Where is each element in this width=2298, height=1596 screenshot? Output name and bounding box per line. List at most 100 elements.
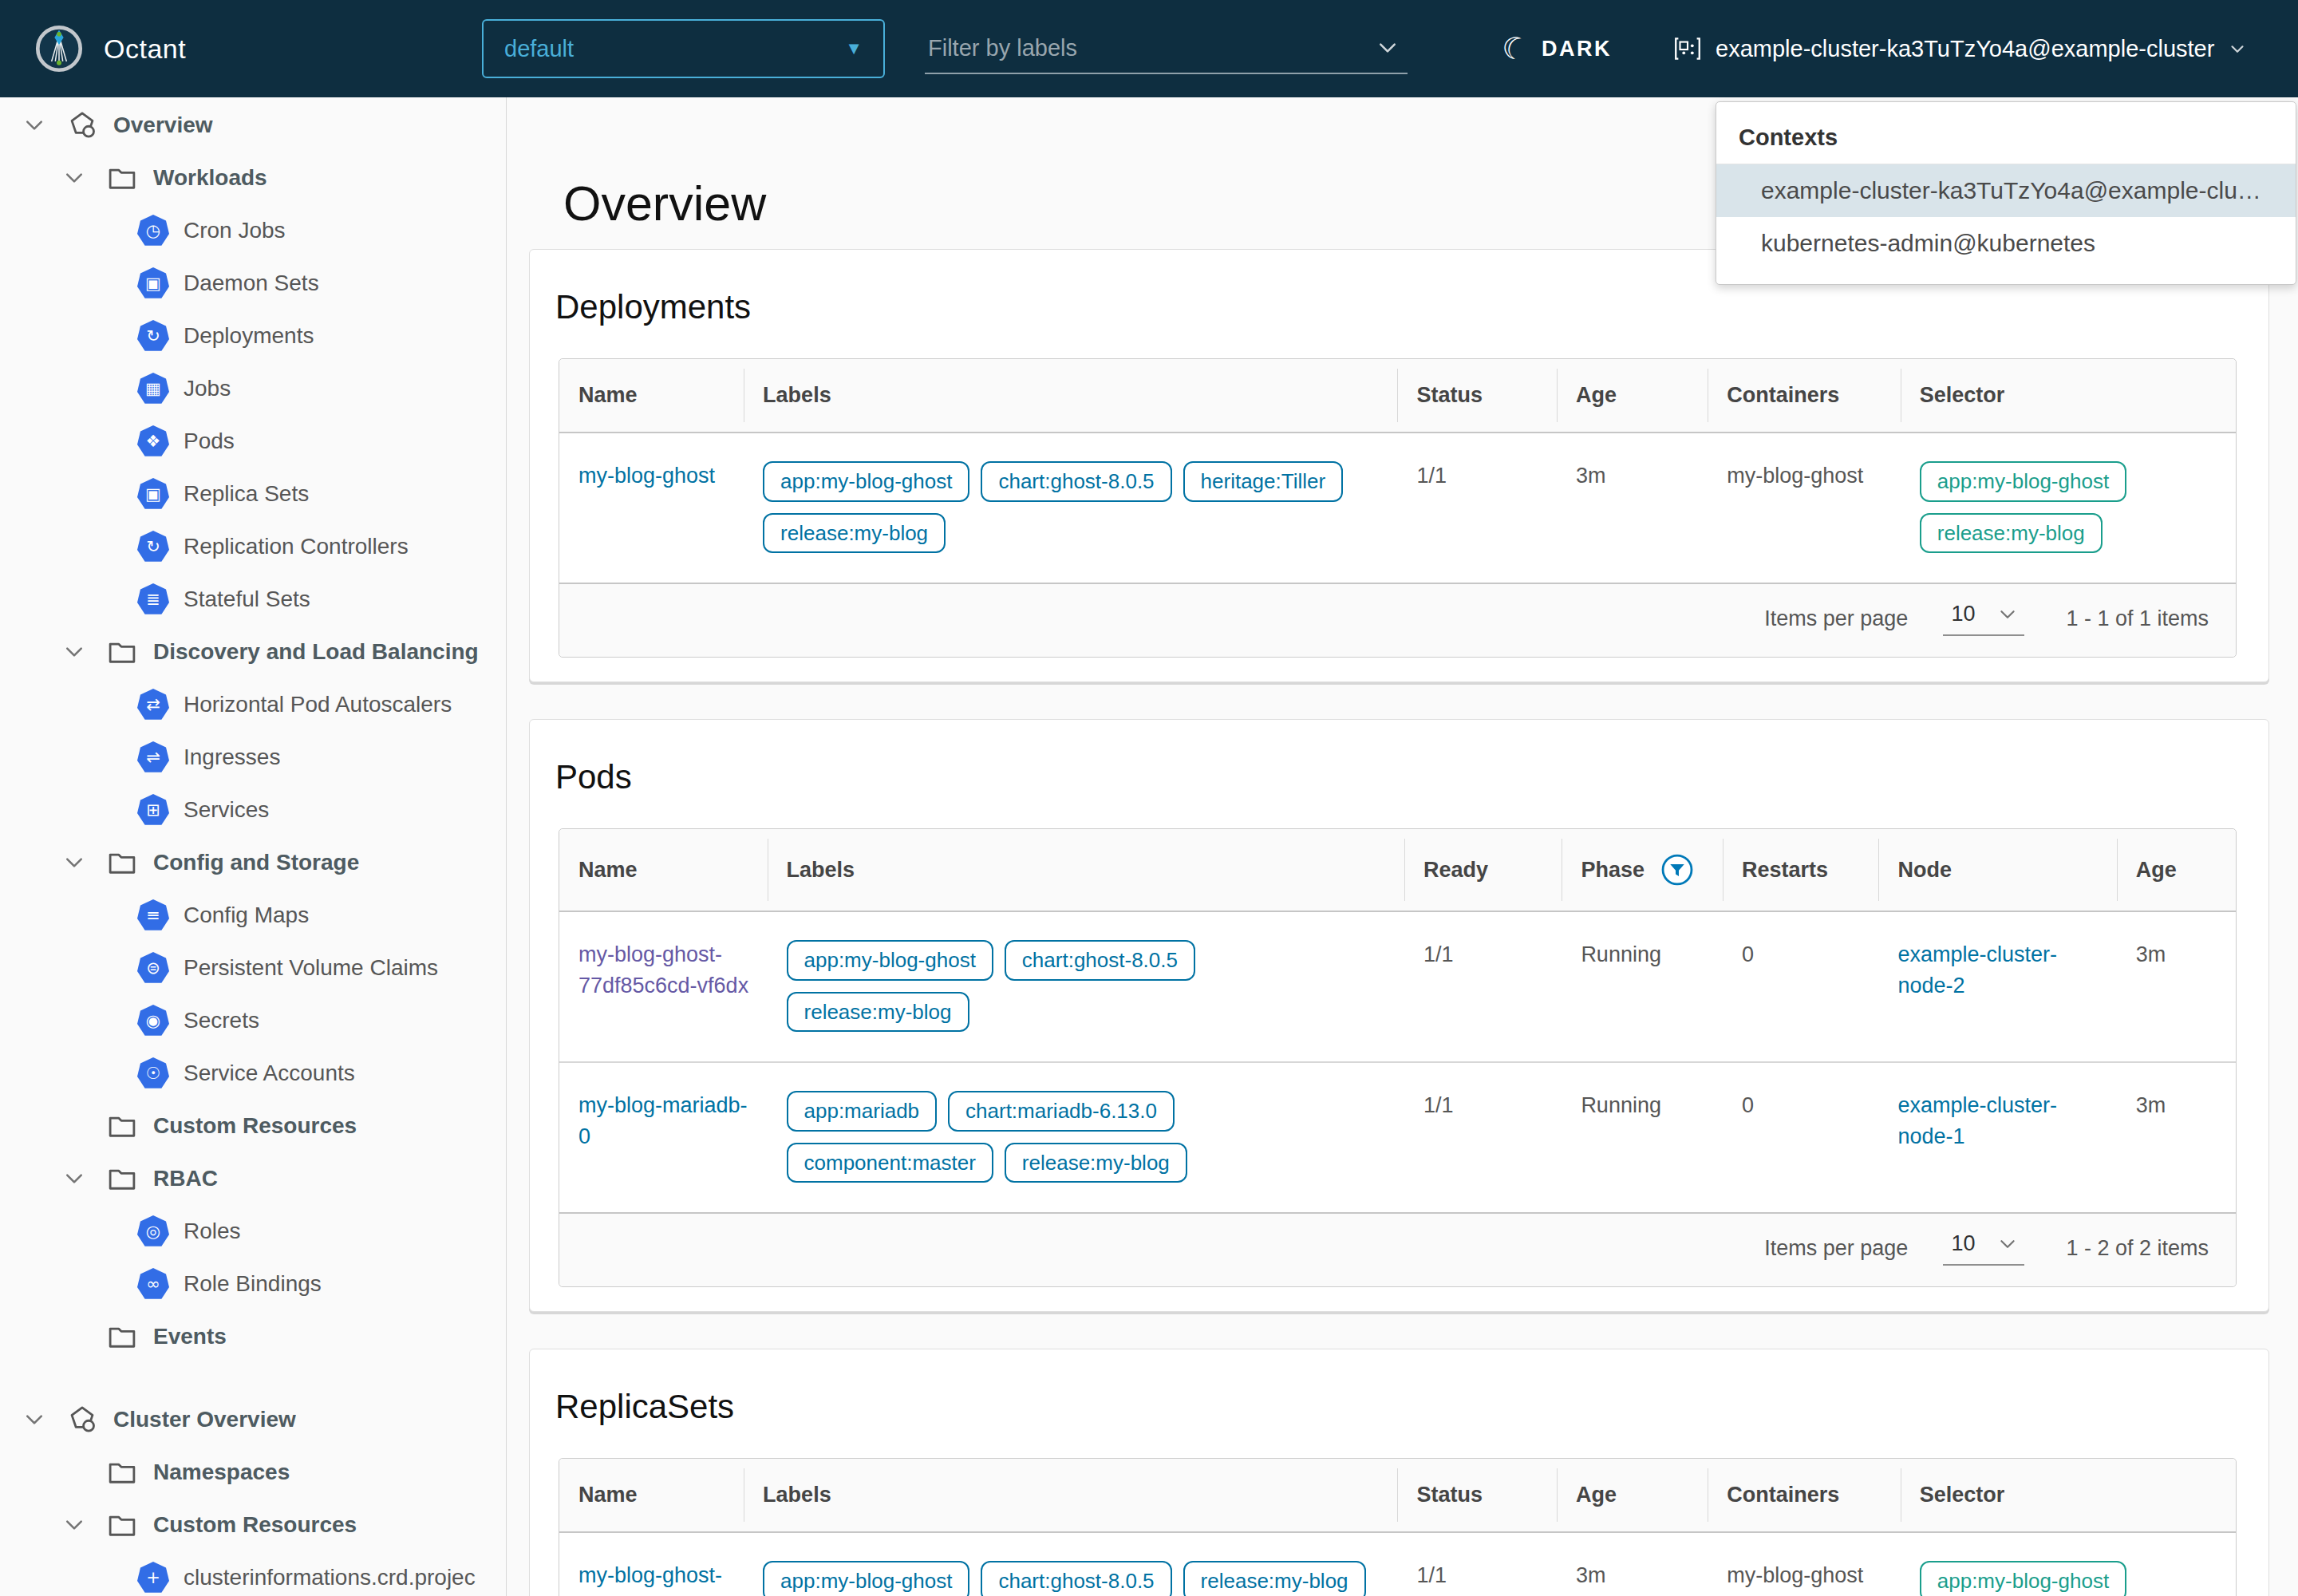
cluster-icon [1672,34,1703,64]
sidebar-item-custom-resources[interactable]: Custom Resources [0,1499,506,1551]
sidebar-item-label: Horizontal Pod Autoscalers [184,692,452,717]
filter-labels-input[interactable]: Filter by labels [925,23,1408,74]
cell-age: 3m [1557,452,1708,492]
sidebar-item-config-maps[interactable]: ≡Config Maps [0,889,506,942]
labels-pill: heritage:Tiller [1183,461,1344,502]
sidebar-item-service-accounts[interactable]: ☉Service Accounts [0,1047,506,1100]
app-title: Octant [104,34,186,65]
section-title-replicasets: ReplicaSets [554,1373,2237,1458]
context-switcher[interactable]: example-cluster-ka3TuTzYo4a@example-clus… [1672,34,2248,64]
sidebar-item-label: Custom Resources [153,1113,357,1139]
labels-pill: chart:ghost-8.0.5 [981,1561,1171,1596]
cell-age: 3m [2117,931,2236,970]
sidebar-item-workloads[interactable]: Workloads [0,152,506,204]
column-header-labels: Labels [768,829,1404,911]
folder-icon [105,635,139,669]
section-card-replicasets: ReplicaSetsNameLabelsStatusAgeContainers… [529,1349,2269,1596]
daemonset-icon: ▣ [137,267,169,299]
name-link[interactable]: my-blog-ghost-77df85c6cd [578,1563,722,1596]
sidebar-item-discovery-and-load-balancing[interactable]: Discovery and Load Balancing [0,626,506,678]
name-link[interactable]: my-blog-ghost [578,464,715,488]
cell-phase: Running [1562,931,1723,970]
sidebar-item-ingresses[interactable]: ⇌Ingresses [0,731,506,784]
sidebar-item-secrets[interactable]: ◉Secrets [0,994,506,1047]
sidebar-item-rbac[interactable]: RBAC [0,1152,506,1205]
sidebar-item-clusterinformations-crd-projec[interactable]: +clusterinformations.crd.projec [0,1551,506,1596]
page-size-select[interactable]: 10 [1943,1231,2024,1266]
sidebar-item-custom-resources[interactable]: Custom Resources [0,1100,506,1152]
labels-pill: chart:ghost-8.0.5 [1005,940,1195,981]
chevron-down-icon [22,113,46,137]
name-link[interactable]: my-blog-mariadb-0 [578,1093,748,1148]
node-link[interactable]: example-cluster-node-2 [1897,942,2057,998]
folder-icon [105,1162,139,1195]
column-header-label: Selector [1920,1483,2005,1507]
column-header-status: Status [1397,359,1557,432]
sidebar-item-cron-jobs[interactable]: ◷Cron Jobs [0,204,506,257]
sidebar-item-services[interactable]: ⊞Services [0,784,506,836]
labels-pill: app:my-blog-ghost [763,461,969,502]
context-menu-item[interactable]: kubernetes-admin@kubernetes [1716,217,2296,270]
theme-toggle-label: DARK [1542,37,1612,61]
context-menu-item[interactable]: example-cluster-ka3TuTzYo4a@example-clu… [1716,164,2296,217]
column-header-label: Containers [1727,1483,1839,1507]
pvc-icon: ⊜ [137,952,169,984]
items-per-page-label: Items per page [1764,606,1908,631]
sidebar-item-namespaces[interactable]: Namespaces [0,1446,506,1499]
column-header-node: Node [1878,829,2116,911]
sidebar-item-role-bindings[interactable]: ∞Role Bindings [0,1258,506,1310]
items-per-page-label: Items per page [1764,1236,1908,1261]
column-header-labels: Labels [744,359,1397,432]
cell-containers: my-blog-ghost [1708,452,1901,492]
column-header-label: Restarts [1742,858,1828,883]
namespace-select[interactable]: default ▼ [482,19,885,78]
cell-containers: my-blog-ghost [1708,1552,1901,1591]
selector-pills: app:my-blog-ghostrelease:my-blog [1920,1557,2228,1596]
column-header-label: Node [1897,858,1952,883]
column-header-label: Name [578,383,638,408]
filter-funnel-icon[interactable] [1660,853,1694,887]
sidebar-item-overview[interactable]: Overview [0,99,506,152]
table-row: my-blog-ghost-77df85c6cd app:my-blog-ghos… [559,1533,2236,1596]
node-link[interactable]: example-cluster-node-1 [1897,1093,2057,1148]
name-link[interactable]: my-blog-ghost-77df85c6cd-vf6dx [578,942,748,998]
cell-status: 1/1 [1397,452,1557,492]
cell-selector: app:my-blog-ghostrelease:my-blog [1901,1552,2236,1596]
sidebar-item-config-and-storage[interactable]: Config and Storage [0,836,506,889]
labels-pill: app:my-blog-ghost [763,1561,969,1596]
cell-ready: 1/1 [1404,1082,1562,1121]
sidebar: OverviewWorkloads◷Cron Jobs▣Daemon Sets↻… [0,97,507,1596]
sidebar-item-label: Config and Storage [153,850,359,875]
deployment-icon: ↻ [137,320,169,352]
sidebar-item-label: Custom Resources [153,1512,357,1538]
sidebar-item-label: Cron Jobs [184,218,286,243]
sidebar-item-events[interactable]: Events [0,1310,506,1363]
sidebar-item-persistent-volume-claims[interactable]: ⊜Persistent Volume Claims [0,942,506,994]
column-header-label: Name [578,1483,638,1507]
selector-pill: release:my-blog [1920,513,2103,554]
column-header-label: Ready [1423,858,1488,883]
theme-toggle-button[interactable]: ☾ DARK [1502,34,1612,64]
sidebar-item-pods[interactable]: ❖Pods [0,415,506,468]
moon-icon: ☾ [1498,30,1533,68]
context-dropdown-header: Contexts [1716,118,2296,164]
sidebar-item-daemon-sets[interactable]: ▣Daemon Sets [0,257,506,310]
service-account-icon: ☉ [137,1057,169,1089]
topbar: Octant default ▼ Filter by labels ☾ DARK… [0,0,2298,97]
page-size-select[interactable]: 10 [1943,602,2024,636]
sidebar-item-replica-sets[interactable]: ▣Replica Sets [0,468,506,520]
sidebar-item-deployments[interactable]: ↻ Deployments [0,310,506,362]
cell-labels: app:my-blog-ghostchart:ghost-8.0.5releas… [768,931,1404,1039]
column-header-label: Labels [763,383,831,408]
sidebar-item-replication-controllers[interactable]: ↻Replication Controllers [0,520,506,573]
sidebar-item-label: Deployments [184,323,314,349]
sidebar-item-label: Events [153,1324,227,1349]
sidebar-item-stateful-sets[interactable]: ≣Stateful Sets [0,573,506,626]
folder-icon [105,1456,139,1489]
sidebar-item-jobs[interactable]: ▦Jobs [0,362,506,415]
sidebar-item-horizontal-pod-autoscalers[interactable]: ⇄Horizontal Pod Autoscalers [0,678,506,731]
sidebar-item-roles[interactable]: ◎Roles [0,1205,506,1258]
sidebar-item-cluster-overview[interactable]: Cluster Overview [0,1393,506,1446]
sidebar-item-label: Roles [184,1219,241,1244]
service-icon: ⊞ [137,794,169,826]
